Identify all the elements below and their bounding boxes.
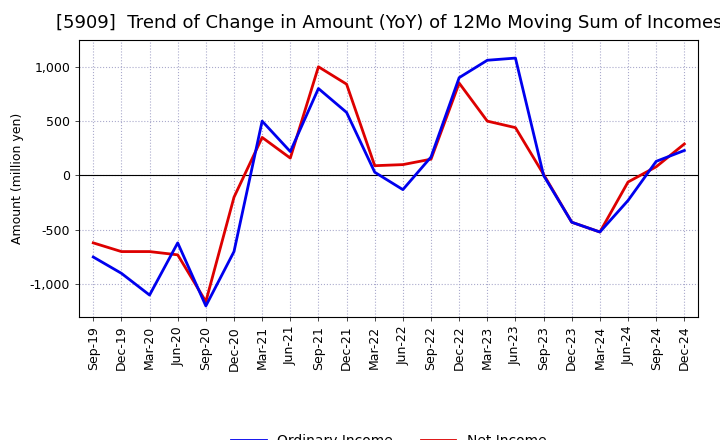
Ordinary Income xyxy=(202,303,210,308)
Ordinary Income xyxy=(89,254,98,260)
Ordinary Income xyxy=(370,169,379,175)
Ordinary Income xyxy=(539,173,548,178)
Net Income xyxy=(624,180,632,185)
Net Income xyxy=(567,220,576,225)
Ordinary Income xyxy=(145,293,154,298)
Ordinary Income xyxy=(427,154,436,160)
Net Income xyxy=(314,64,323,70)
Net Income xyxy=(174,252,182,257)
Ordinary Income xyxy=(286,149,294,154)
Line: Net Income: Net Income xyxy=(94,67,684,301)
Net Income xyxy=(427,157,436,162)
Ordinary Income xyxy=(567,220,576,225)
Net Income xyxy=(258,135,266,140)
Ordinary Income xyxy=(680,148,688,153)
Ordinary Income xyxy=(258,118,266,124)
Net Income xyxy=(539,172,548,177)
Net Income xyxy=(399,162,408,167)
Ordinary Income xyxy=(455,75,464,80)
Legend: Ordinary Income, Net Income: Ordinary Income, Net Income xyxy=(226,429,552,440)
Ordinary Income xyxy=(624,198,632,203)
Net Income xyxy=(230,194,238,200)
Net Income xyxy=(680,141,688,147)
Ordinary Income xyxy=(652,159,660,164)
Ordinary Income xyxy=(230,249,238,254)
Ordinary Income xyxy=(174,240,182,246)
Title: [5909]  Trend of Change in Amount (YoY) of 12Mo Moving Sum of Incomes: [5909] Trend of Change in Amount (YoY) o… xyxy=(55,15,720,33)
Ordinary Income xyxy=(483,58,492,63)
Net Income xyxy=(455,81,464,86)
Ordinary Income xyxy=(314,86,323,91)
Net Income xyxy=(483,118,492,124)
Net Income xyxy=(117,249,126,254)
Ordinary Income xyxy=(117,271,126,276)
Ordinary Income xyxy=(399,187,408,192)
Net Income xyxy=(595,229,604,235)
Ordinary Income xyxy=(595,229,604,235)
Net Income xyxy=(652,164,660,169)
Net Income xyxy=(89,240,98,246)
Net Income xyxy=(511,125,520,130)
Net Income xyxy=(145,249,154,254)
Y-axis label: Amount (million yen): Amount (million yen) xyxy=(12,113,24,244)
Net Income xyxy=(286,155,294,161)
Ordinary Income xyxy=(511,55,520,61)
Ordinary Income xyxy=(342,110,351,115)
Net Income xyxy=(202,299,210,304)
Net Income xyxy=(342,81,351,87)
Line: Ordinary Income: Ordinary Income xyxy=(94,58,684,306)
Net Income xyxy=(370,163,379,169)
